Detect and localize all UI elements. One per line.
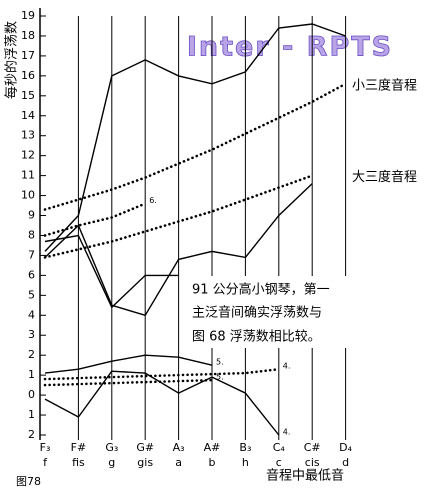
y-tick-label: 1 bbox=[28, 408, 35, 421]
x-tick-label-secondary: fis bbox=[72, 456, 85, 469]
series-line bbox=[43, 378, 214, 387]
y-tick-label: 17 bbox=[21, 49, 35, 62]
y-tick-label: 10 bbox=[21, 189, 35, 202]
y-tick-label: 2 bbox=[28, 428, 35, 441]
y-tick-label: 15 bbox=[21, 89, 35, 102]
x-tick-label-secondary: h bbox=[242, 456, 249, 469]
note-line: 图 68 浮荡数相比较。 bbox=[192, 330, 321, 345]
series-line bbox=[44, 370, 280, 436]
y-tick-label: 0 bbox=[28, 388, 35, 401]
series-line bbox=[44, 354, 213, 374]
y-tick-label: 14 bbox=[21, 109, 35, 122]
y-tick-label: 1 bbox=[28, 368, 35, 381]
y-tick-label: 8 bbox=[28, 228, 35, 241]
y-tick-label: 11 bbox=[21, 169, 35, 182]
x-tick-label: A₃ bbox=[173, 441, 185, 454]
y-tick-label: 16 bbox=[21, 69, 35, 82]
x-tick-label-secondary: g bbox=[108, 456, 115, 469]
x-tick-label-secondary: c bbox=[276, 456, 282, 469]
y-tick-label: 19 bbox=[21, 9, 35, 22]
figure-label: 图78 bbox=[16, 475, 41, 488]
y-tick-label: 5 bbox=[28, 288, 35, 301]
x-tick-label: A# bbox=[204, 441, 221, 454]
x-tick-label: G₃ bbox=[105, 441, 118, 454]
y-tick-label: 12 bbox=[21, 149, 35, 162]
y-tick-label: 7 bbox=[28, 248, 35, 261]
x-tick-label-secondary: cis bbox=[305, 456, 320, 469]
series-end-label: 5. bbox=[216, 358, 224, 367]
series-end-label: 4. bbox=[283, 362, 291, 371]
series-line bbox=[44, 234, 179, 309]
y-axis-title: 每秒的浮荡数 bbox=[4, 21, 20, 99]
series-end-label: 4. bbox=[283, 428, 291, 437]
x-tick-label: F₃ bbox=[40, 441, 51, 454]
y-tick-label: 2 bbox=[28, 348, 35, 361]
series-label: 大三度音程 bbox=[352, 169, 417, 185]
y-tick-label: 4 bbox=[28, 308, 35, 321]
series-end-label: 5. bbox=[216, 373, 224, 382]
watermark: Inter - RPTS bbox=[187, 32, 393, 63]
y-tick-label: 9 bbox=[28, 209, 35, 222]
series-line bbox=[43, 82, 347, 211]
x-tick-label-secondary: b bbox=[209, 456, 216, 469]
note-box bbox=[185, 276, 353, 348]
x-tick-label-secondary: d bbox=[342, 456, 349, 469]
x-tick-label: C# bbox=[304, 441, 321, 454]
series-line bbox=[44, 23, 346, 252]
y-tick-label: 3 bbox=[28, 328, 35, 341]
x-tick-label-secondary: gis bbox=[137, 456, 153, 469]
x-tick-label: G# bbox=[136, 441, 154, 454]
series-label: 小三度音程 bbox=[352, 77, 417, 93]
series-end-label: 6. bbox=[149, 196, 157, 205]
x-tick-label-secondary: a bbox=[175, 456, 182, 469]
x-tick-label: B₃ bbox=[239, 441, 251, 454]
note-line: 主泛音间确实浮荡数与 bbox=[192, 305, 322, 321]
x-tick-label: F# bbox=[71, 441, 87, 454]
note-line: 91 公分高小钢琴，第一 bbox=[192, 282, 330, 298]
x-tick-label: C₄ bbox=[273, 441, 286, 454]
x-tick-label: D₄ bbox=[339, 441, 352, 454]
y-tick-label: 6 bbox=[28, 268, 35, 281]
series-line bbox=[43, 202, 147, 237]
y-tick-label: 18 bbox=[21, 29, 35, 42]
x-axis-title: 音程中最低音 bbox=[266, 468, 344, 484]
x-tick-label-secondary: f bbox=[43, 456, 48, 469]
series-line bbox=[43, 174, 314, 259]
y-tick-label: 13 bbox=[21, 129, 35, 142]
series-line bbox=[44, 183, 313, 317]
